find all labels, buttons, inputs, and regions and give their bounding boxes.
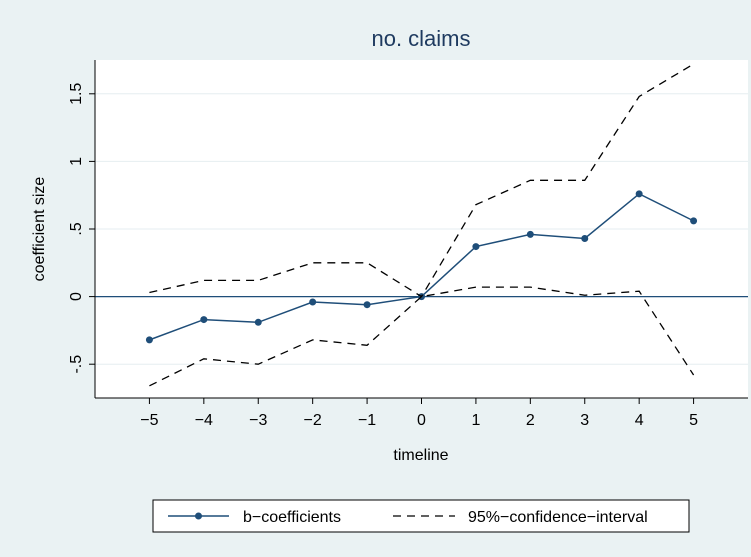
x-ticks: −5 −4 −3 −2 −1 0 1 2 3 4 5 bbox=[140, 398, 698, 429]
y-tick-label-2: .5 bbox=[68, 222, 85, 235]
y-axis-label: coefficient size bbox=[31, 177, 48, 282]
x-axis-label: timeline bbox=[393, 447, 448, 464]
data-point-b-coefficients-0 bbox=[145, 336, 153, 344]
data-point-b-coefficients-7 bbox=[526, 230, 534, 238]
chart-title: no. claims bbox=[371, 26, 470, 51]
gridlines bbox=[95, 93, 748, 365]
legend-label-b-coefficients: b−coefficients bbox=[243, 509, 341, 526]
y-tick-label-3: 1 bbox=[68, 157, 85, 166]
data-point-b-coefficients-2 bbox=[254, 318, 262, 326]
data-point-b-coefficients-3 bbox=[309, 298, 317, 306]
y-tick-label-0: -.5 bbox=[68, 355, 85, 374]
legend-marker-b-coefficients bbox=[195, 512, 202, 520]
x-tick-label-2: −3 bbox=[249, 412, 267, 429]
series-group bbox=[145, 63, 698, 387]
data-point-b-coefficients-8 bbox=[581, 234, 589, 242]
legend-label-confidence-interval: 95%−confidence−interval bbox=[468, 509, 648, 526]
x-tick-label-10: 5 bbox=[689, 412, 698, 429]
x-tick-label-8: 3 bbox=[580, 412, 589, 429]
x-tick-label-6: 1 bbox=[471, 412, 480, 429]
y-ticks: -.5 0 .5 1 1.5 bbox=[68, 83, 95, 374]
data-point-b-coefficients-6 bbox=[472, 243, 480, 251]
x-tick-label-5: 0 bbox=[417, 412, 426, 429]
data-point-b-coefficients-9 bbox=[635, 190, 643, 198]
series-line-confidence-interval-upper bbox=[149, 63, 694, 298]
data-point-b-coefficients-1 bbox=[200, 316, 208, 324]
x-tick-label-9: 4 bbox=[635, 412, 644, 429]
x-tick-label-1: −4 bbox=[195, 412, 213, 429]
data-point-b-coefficients-4 bbox=[363, 301, 371, 309]
y-tick-label-1: 0 bbox=[68, 292, 85, 301]
x-tick-label-3: −2 bbox=[304, 412, 322, 429]
legend: b−coefficients 95%−confidence−interval bbox=[152, 499, 690, 533]
x-tick-label-4: −1 bbox=[358, 412, 376, 429]
y-tick-label-4: 1.5 bbox=[68, 83, 85, 105]
x-tick-label-0: −5 bbox=[140, 412, 158, 429]
data-point-b-coefficients-10 bbox=[690, 217, 698, 225]
x-tick-label-7: 2 bbox=[526, 412, 535, 429]
